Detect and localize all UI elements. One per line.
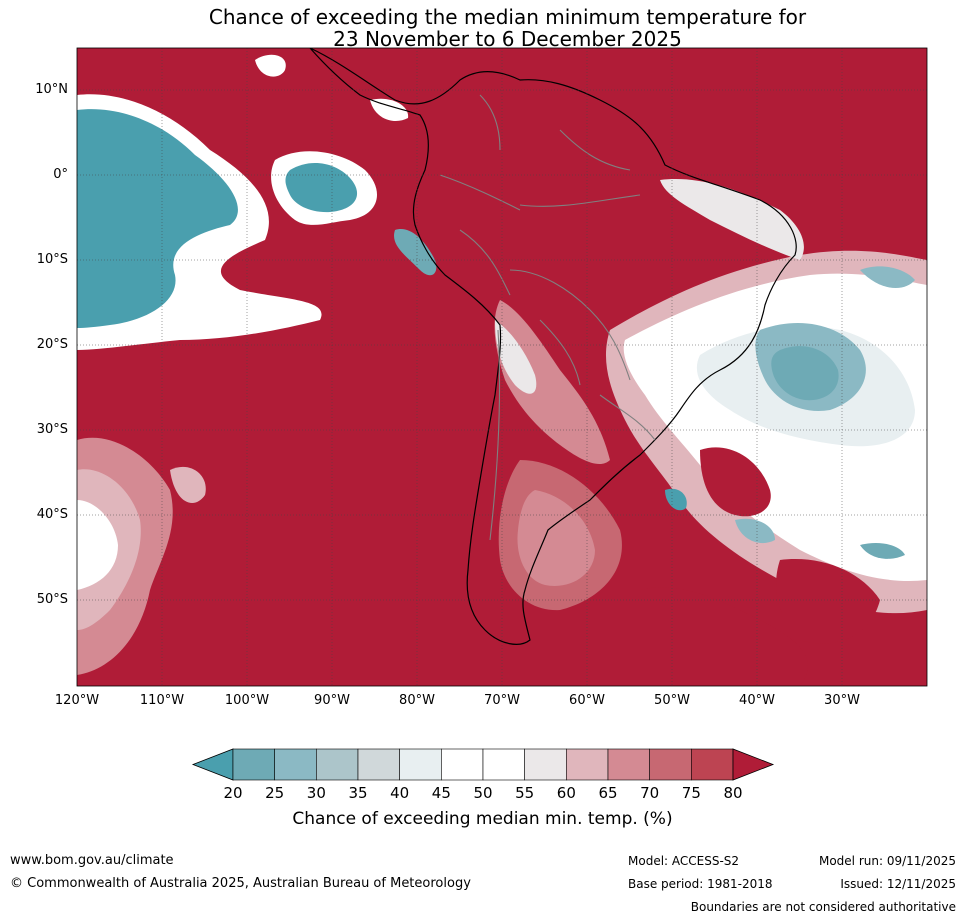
lat-label: 10°S — [36, 251, 68, 267]
colorbar-tick-label: 55 — [515, 784, 535, 802]
colorbar-bin — [524, 748, 567, 781]
lon-label: 70°W — [484, 693, 520, 708]
colorbar-bin — [274, 748, 317, 781]
colorbar-bin — [357, 748, 400, 781]
country-boundaries — [439, 94, 656, 541]
colorbar-extend-high — [732, 748, 775, 781]
footer-model: Model: ACCESS-S2 — [628, 854, 740, 868]
footer-issued: Issued: 12/11/2025 — [840, 877, 956, 891]
colorbar-bin — [691, 748, 734, 781]
colorbar-tick-label: 30 — [306, 784, 326, 802]
lon-label: 30°W — [824, 693, 860, 708]
lon-label: 110°W — [139, 693, 185, 708]
footer-boundaries-note: Boundaries are not considered authoritat… — [690, 900, 956, 914]
footer-base-period: Base period: 1981-2018 — [628, 877, 773, 891]
colorbar-bin — [399, 748, 442, 781]
colorbar-bin — [441, 748, 484, 781]
colorbar-tick-label: 35 — [348, 784, 368, 802]
lon-label: 100°W — [224, 693, 270, 708]
colorbar-tick-label: 65 — [598, 784, 618, 802]
colorbar-tick-label: 25 — [265, 784, 285, 802]
map-field — [77, 48, 927, 686]
colorbar-tick-label: 45 — [431, 784, 451, 802]
lat-label: 20°S — [36, 336, 68, 352]
colorbar — [191, 748, 775, 781]
lon-label: 120°W — [54, 693, 100, 708]
colorbar-bin — [566, 748, 609, 781]
colorbar-bin — [316, 748, 359, 781]
colorbar-bin — [649, 748, 692, 781]
footer-website: www.bom.gov.au/climate — [10, 853, 174, 868]
lon-label: 40°W — [739, 693, 775, 708]
colorbar-tick-label: 80 — [723, 784, 743, 802]
colorbar-tick-label: 50 — [473, 784, 493, 802]
lon-label: 50°W — [654, 693, 690, 708]
graticule — [77, 48, 927, 686]
colorbar-tick-label: 60 — [556, 784, 576, 802]
lat-label: 40°S — [36, 506, 68, 522]
lat-label: 50°S — [36, 591, 68, 607]
colorbar-bin — [482, 748, 525, 781]
colorbar-bin — [607, 748, 650, 781]
colorbar-bin — [232, 748, 275, 781]
colorbar-label: Chance of exceeding median min. temp. (%… — [292, 809, 673, 829]
colorbar-tick-label: 70 — [640, 784, 660, 802]
lat-label: 10°N — [35, 81, 68, 97]
map-frame — [76, 47, 928, 687]
footer-model-run: Model run: 09/11/2025 — [818, 854, 956, 868]
lat-label: 30°S — [36, 421, 68, 437]
lon-label: 80°W — [399, 693, 435, 708]
lon-label: 90°W — [314, 693, 350, 708]
colorbar-tick-label: 40 — [390, 784, 410, 802]
colorbar-extend-low — [191, 748, 234, 781]
footer-copyright: © Commonwealth of Australia 2025, Austra… — [10, 876, 471, 891]
map-title-line2: 23 November to 6 December 2025 — [333, 27, 682, 51]
lat-label: 0° — [53, 166, 68, 182]
lon-label: 60°W — [569, 693, 605, 708]
colorbar-tick-label: 75 — [681, 784, 701, 802]
colorbar-tick-label: 20 — [223, 784, 243, 802]
map-title-line1: Chance of exceeding the median minimum t… — [208, 5, 807, 29]
